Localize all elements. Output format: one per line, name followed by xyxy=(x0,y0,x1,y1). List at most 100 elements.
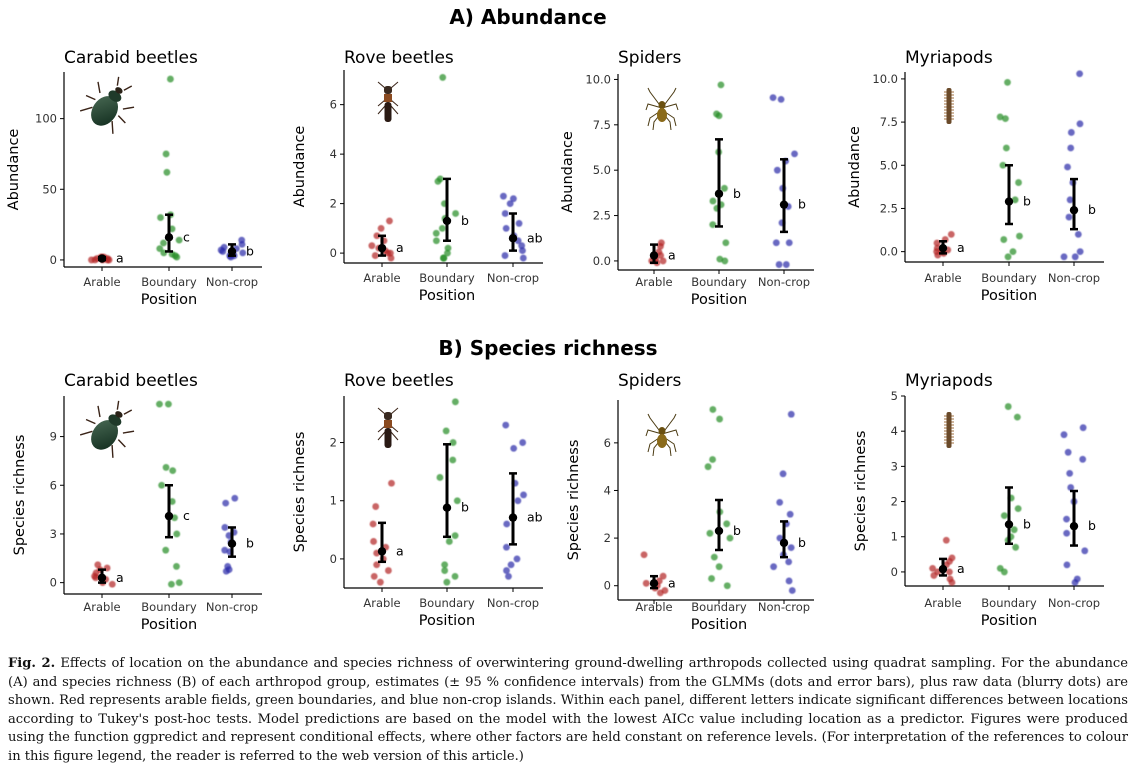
raw-point xyxy=(1067,144,1075,152)
raw-point xyxy=(368,242,376,250)
raw-point xyxy=(1002,144,1010,152)
raw-point xyxy=(710,553,718,561)
raw-point xyxy=(239,249,247,257)
y-tick-label: 6 xyxy=(50,478,57,492)
significance-letter: b xyxy=(798,535,806,550)
raw-point xyxy=(372,503,380,510)
panel-title: Myriapods xyxy=(905,48,993,68)
raw-point xyxy=(1071,579,1079,586)
raw-point xyxy=(519,439,527,446)
raw-point xyxy=(659,257,667,265)
raw-point xyxy=(167,75,174,83)
raw-point xyxy=(443,578,451,586)
raw-point xyxy=(384,249,392,257)
x-tick-label: Non-crop xyxy=(1048,271,1100,285)
x-tick-label: Boundary xyxy=(981,271,1037,285)
significance-letter: a xyxy=(116,251,124,266)
raw-point xyxy=(1067,129,1075,136)
section-title-a: A) Abundance xyxy=(449,5,606,29)
significance-letter: a xyxy=(957,561,965,576)
raw-point xyxy=(440,254,447,262)
raw-point xyxy=(162,464,170,471)
raw-point xyxy=(1000,236,1008,243)
x-tick-label: Boundary xyxy=(419,271,475,285)
raw-point xyxy=(716,415,724,423)
x-tick-label: Boundary xyxy=(691,275,747,289)
significance-letter: b xyxy=(1088,202,1096,217)
estimate-point xyxy=(1069,521,1079,531)
estimate-point xyxy=(508,234,518,243)
raw-point xyxy=(709,197,717,205)
significance-letter: c xyxy=(183,508,190,523)
raw-point xyxy=(371,252,379,259)
raw-point xyxy=(510,195,517,203)
raw-point xyxy=(501,210,509,217)
section-title-b: B) Species richness xyxy=(438,336,657,360)
raw-point xyxy=(1079,455,1087,463)
y-tick-label: 0 xyxy=(50,576,57,590)
y-tick-label: 100 xyxy=(35,112,57,126)
spider-icon xyxy=(645,87,679,131)
y-tick-label: 2 xyxy=(330,197,337,211)
y-tick-label: 5 xyxy=(891,389,898,403)
y-tick-label: 0 xyxy=(604,579,611,593)
estimate-point xyxy=(938,243,948,253)
panel-title: Spiders xyxy=(618,371,682,391)
y-tick-label: 50 xyxy=(42,182,57,196)
y-tick-label: 0 xyxy=(50,253,57,267)
raw-point xyxy=(930,572,938,579)
panel-title: Rove beetles xyxy=(344,371,454,391)
raw-point xyxy=(1013,413,1021,421)
raw-point xyxy=(385,567,392,574)
panel-title: Carabid beetles xyxy=(64,371,198,391)
raw-point xyxy=(386,217,393,225)
raw-point xyxy=(441,567,449,574)
raw-point xyxy=(370,572,378,580)
y-tick-label: 10.0 xyxy=(585,72,611,86)
raw-point xyxy=(1071,253,1079,261)
raw-point xyxy=(785,558,793,566)
x-tick-label: Arable xyxy=(363,596,400,610)
raw-point xyxy=(502,421,510,429)
significance-letter: b xyxy=(1088,518,1096,533)
significance-letter: ab xyxy=(527,510,543,525)
raw-point xyxy=(723,520,731,528)
x-axis-label: Position xyxy=(141,617,197,633)
raw-point xyxy=(432,229,440,237)
y-tick-label: 4 xyxy=(330,147,337,161)
raw-point xyxy=(773,166,781,174)
raw-point xyxy=(721,257,729,265)
rove-beetle-icon xyxy=(377,81,399,122)
raw-point xyxy=(231,494,239,502)
raw-point xyxy=(1067,484,1075,491)
raw-point xyxy=(510,444,518,452)
raw-point xyxy=(217,246,225,254)
panel-title: Spiders xyxy=(618,48,682,68)
x-axis-label: Position xyxy=(141,292,197,308)
x-tick-label: Non-crop xyxy=(206,600,258,614)
raw-point xyxy=(451,532,459,540)
y-tick-label: 2 xyxy=(330,436,337,450)
raw-point xyxy=(438,224,446,232)
raw-point xyxy=(222,499,230,507)
raw-point xyxy=(505,572,512,580)
raw-point xyxy=(1066,196,1074,204)
raw-point xyxy=(451,572,459,580)
estimate-point xyxy=(164,233,174,242)
raw-point xyxy=(1064,163,1071,171)
raw-point xyxy=(222,567,230,575)
estimate-point xyxy=(714,526,724,536)
estimate-point xyxy=(377,243,387,253)
raw-point xyxy=(444,249,451,257)
estimate-point xyxy=(97,573,107,582)
y-tick-label: 0 xyxy=(330,246,337,260)
raw-point xyxy=(513,555,521,563)
raw-point xyxy=(1060,431,1068,439)
panel: Carabid beetles 0 50 100 Abundance Arable Boun… xyxy=(6,48,262,308)
x-axis-label: Position xyxy=(691,617,747,633)
raw-point xyxy=(160,239,167,247)
raw-point xyxy=(451,398,459,406)
raw-point xyxy=(1076,248,1084,256)
raw-point xyxy=(657,243,664,250)
panel-title: Carabid beetles xyxy=(64,48,198,68)
